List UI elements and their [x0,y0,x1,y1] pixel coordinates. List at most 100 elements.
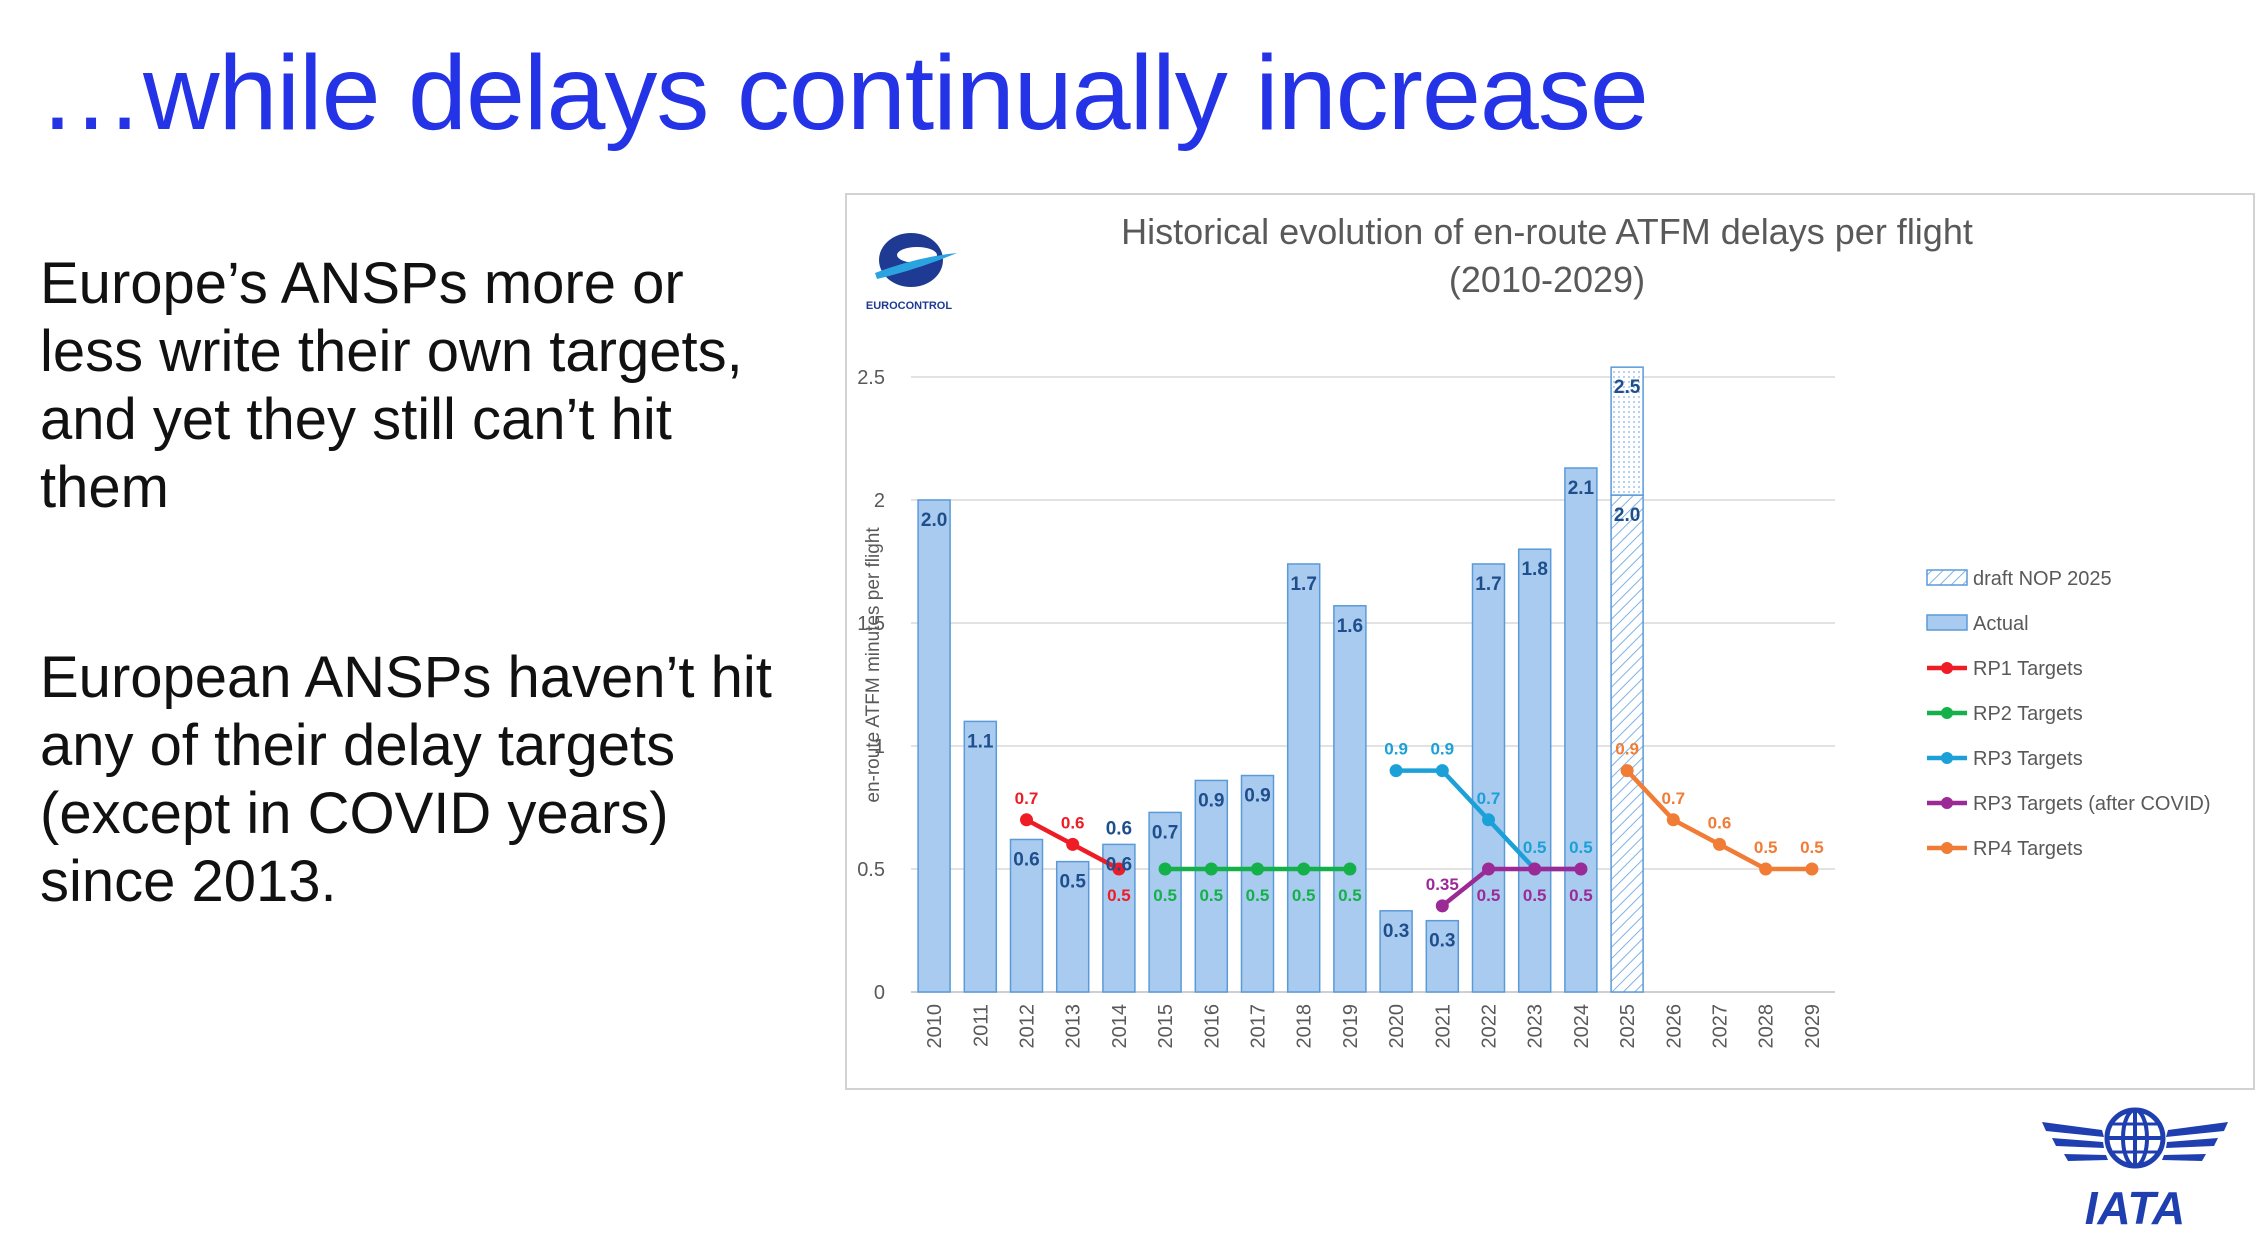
legend-label: RP3 Targets [1973,748,2083,770]
legend-swatch-marker [1941,797,1953,809]
series-point-rp3-targets [1389,764,1403,778]
y-tick-label: 0.5 [857,859,885,881]
series-point-rp2-targets [1251,862,1264,876]
series-point-rp1-targets [1020,813,1033,827]
series-value-label: 0.7 [1661,789,1685,808]
series-value-label: 0.35 [1426,875,1459,894]
y-axis-label: en-route ATFM minutes per flight [863,527,884,803]
extra-value-label: 0.6 [1106,818,1132,839]
bar-forecast-top [1610,366,1644,496]
series-value-label: 0.7 [1477,789,1501,808]
series-value-label: 0.5 [1754,838,1778,857]
bar-actual [1009,838,1044,993]
legend-label: RP4 Targets [1973,838,2083,860]
chart-title-line-2: (2010-2029) [1449,259,1645,300]
bar-value-label: 0.6 [1106,854,1132,875]
x-tick-label: 2017 [1248,1004,1270,1049]
bar-actual [1102,843,1136,993]
eurocontrol-logo-icon: EUROCONTROL [866,233,957,312]
series-value-label: 0.5 [1107,886,1131,905]
x-tick-label: 2010 [924,1004,946,1049]
bar-forecast-base [1610,494,1644,993]
series-point-rp3-targets [1435,764,1449,778]
series-point-rp2-targets [1343,862,1357,876]
legend-label: Actual [1973,613,2029,635]
bar-value-label: 1.1 [967,731,994,752]
legend-swatch-marker [1941,752,1953,764]
bar-actual [1240,774,1275,993]
bar-value-label: 2.1 [1568,478,1595,499]
series-point-rp4-targets [1620,764,1634,778]
bar-actual [1517,548,1552,993]
series-value-label: 0.5 [1569,886,1593,905]
series-value-label: 0.5 [1199,886,1223,905]
series-point-rp3-targets-after-covid [1528,862,1542,876]
bar-value-label: 1.7 [1290,574,1316,595]
series-value-label: 0.6 [1061,813,1085,832]
x-tick-label: 2015 [1155,1004,1177,1049]
chart-svg: EUROCONTROL Historical evolution of en-r… [857,211,2210,1049]
y-tick-label: 1 [874,736,885,758]
x-tick-label: 2025 [1617,1004,1639,1049]
body-text-1: Europe’s ANSPs more or less write their … [40,251,743,520]
x-tick-label: 2024 [1571,1004,1593,1049]
series-point-rp2-targets [1158,862,1172,876]
x-tick-label: 2020 [1386,1004,1408,1049]
iata-logo-text: IATA [2085,1182,2186,1230]
forecast-low-label: 2.0 [1614,505,1640,526]
x-tick-label: 2026 [1663,1004,1685,1049]
bar-actual [917,499,951,993]
series-line-rp3-targets-after-covid [1440,866,1581,908]
legend-swatch-marker [1941,707,1953,719]
bar-value-label: 0.7 [1152,822,1178,843]
series-point-rp1-targets [1066,837,1080,851]
slide-title: …while delays continually increase [38,34,1649,152]
series-value-label: 0.5 [1153,886,1177,905]
series-point-rp3-targets-after-covid [1482,862,1495,876]
eurocontrol-logo-text: EUROCONTROL [866,300,952,312]
series-point-rp1-targets [1112,862,1126,876]
bar-actual [1379,910,1413,993]
bar-actual [1148,811,1182,993]
series-point-rp3-targets [1482,813,1495,827]
y-tick-label: 2 [874,490,885,512]
series-point-rp4-targets [1713,837,1726,851]
series-point-rp4-targets [1759,862,1773,876]
y-tick-label: 0 [874,982,885,1004]
bar-value-label: 0.5 [1059,872,1086,893]
series-value-label: 0.5 [1523,838,1547,857]
x-tick-label: 2028 [1756,1004,1778,1049]
series-value-label: 0.5 [1800,838,1824,857]
series-value-label: 0.5 [1292,886,1316,905]
legend-swatch-actual [1926,614,1968,631]
bar-actual [1055,860,1090,993]
bar-value-label: 1.6 [1337,616,1363,637]
x-tick-label: 2027 [1710,1004,1732,1049]
y-tick-label: 2.5 [857,367,885,389]
series-point-rp3-targets-after-covid [1435,899,1449,913]
series-point-rp2-targets [1297,862,1311,876]
x-tick-label: 2022 [1479,1004,1501,1049]
bar-actual [1194,779,1229,993]
x-tick-label: 2016 [1201,1004,1223,1049]
legend-label: RP2 Targets [1973,703,2083,725]
bar-value-label: 2.0 [921,510,947,531]
series-value-label: 0.9 [1615,740,1639,759]
series-point-rp4-targets [1805,862,1819,876]
x-tick-label: 2029 [1802,1004,1824,1049]
series-value-label: 0.6 [1708,813,1732,832]
x-tick-label: 2012 [1017,1004,1039,1049]
x-tick-label: 2018 [1294,1004,1316,1049]
series-value-label: 0.5 [1338,886,1362,905]
series-value-label: 0.9 [1430,740,1454,759]
bar-value-label: 0.6 [1013,849,1039,870]
chart-title-line-1: Historical evolution of en-route ATFM de… [1121,211,1973,252]
series-value-label: 0.5 [1569,838,1593,857]
x-tick-label: 2023 [1525,1004,1547,1049]
bar-value-label: 1.8 [1521,559,1547,580]
bar-value-label: 1.7 [1475,574,1501,595]
series-value-label: 0.5 [1477,886,1501,905]
legend-label: draft NOP 2025 [1973,568,2112,590]
series-point-rp4-targets [1666,813,1680,827]
x-tick-label: 2021 [1432,1004,1454,1049]
